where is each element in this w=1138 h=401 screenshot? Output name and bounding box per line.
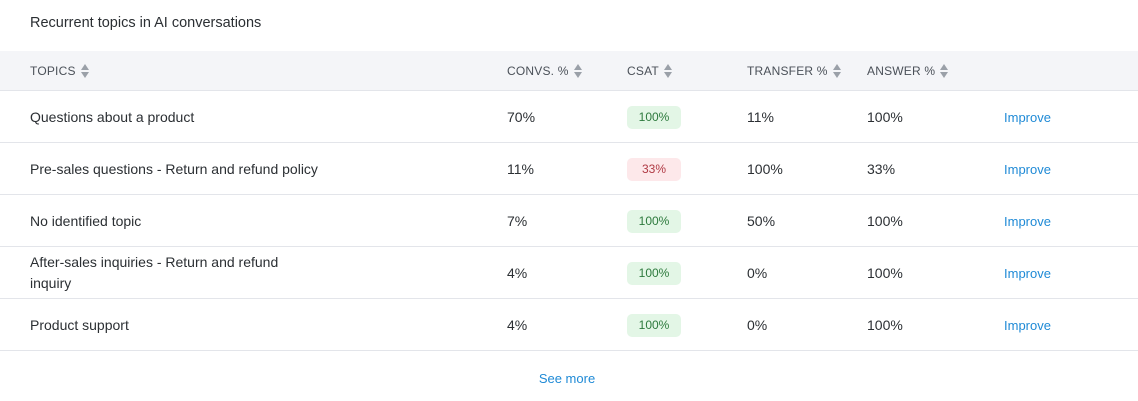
table-row: Questions about a product 70% 100% 11% 1… xyxy=(0,91,1138,143)
table-row: Pre-sales questions - Return and refund … xyxy=(0,143,1138,195)
transfer-value: 0% xyxy=(747,265,768,281)
answer-value: 100% xyxy=(867,265,903,281)
convs-value: 11% xyxy=(507,161,534,177)
sort-arrows-icon[interactable] xyxy=(940,64,949,78)
topic-name: Questions about a product xyxy=(30,108,195,125)
table-row: No identified topic 7% 100% 50% 100% Imp… xyxy=(0,195,1138,247)
column-header-label: TOPICS xyxy=(30,64,76,78)
topic-name: Product support xyxy=(30,316,129,333)
convs-value: 7% xyxy=(507,213,528,229)
column-header-label: CONVS. % xyxy=(507,64,569,78)
column-header-topics[interactable]: TOPICS xyxy=(30,51,89,91)
csat-badge: 33% xyxy=(627,157,681,181)
column-header-csat[interactable]: CSAT xyxy=(627,51,672,91)
answer-value: 100% xyxy=(867,213,903,229)
sort-arrows-icon[interactable] xyxy=(663,64,672,78)
topic-name: No identified topic xyxy=(30,212,142,229)
csat-badge: 100% xyxy=(627,261,681,285)
sort-arrows-icon[interactable] xyxy=(573,64,582,78)
table-row: After-sales inquiries - Return and refun… xyxy=(0,247,1138,299)
improve-link[interactable]: Improve xyxy=(1004,213,1051,229)
topic-name: Pre-sales questions - Return and refund … xyxy=(30,160,318,177)
improve-link[interactable]: Improve xyxy=(1004,161,1051,177)
card-title: Recurrent topics in AI conversations xyxy=(30,15,262,31)
column-header-convs[interactable]: CONVS. % xyxy=(507,51,582,91)
convs-value: 4% xyxy=(507,317,528,333)
csat-badge: 100% xyxy=(627,313,681,337)
improve-link[interactable]: Improve xyxy=(1004,265,1051,281)
improve-link[interactable]: Improve xyxy=(1004,317,1051,333)
see-more-link[interactable]: See more xyxy=(538,371,596,386)
answer-value: 100% xyxy=(867,109,903,125)
column-header-label: CSAT xyxy=(627,64,659,78)
answer-value: 33% xyxy=(867,161,896,177)
transfer-value: 0% xyxy=(747,317,768,333)
transfer-value: 50% xyxy=(747,213,776,229)
csat-badge: 100% xyxy=(627,209,681,233)
csat-badge: 100% xyxy=(627,105,681,129)
improve-link[interactable]: Improve xyxy=(1004,109,1051,125)
transfer-value: 11% xyxy=(747,109,774,125)
sort-arrows-icon[interactable] xyxy=(832,64,841,78)
answer-value: 100% xyxy=(867,317,903,333)
column-header-transfer[interactable]: TRANSFER % xyxy=(747,51,841,91)
transfer-value: 100% xyxy=(747,161,783,177)
column-header-label: ANSWER % xyxy=(867,64,936,78)
sort-arrows-icon[interactable] xyxy=(80,64,89,78)
column-header-answer[interactable]: ANSWER % xyxy=(867,51,949,91)
convs-value: 70% xyxy=(507,109,536,125)
table-header: TOPICS CONVS. % CSAT TRANSFER % ANSWER % xyxy=(0,51,1138,91)
table-row: Product support 4% 100% 0% 100% Improve xyxy=(0,299,1138,351)
topic-name: After-sales inquiries - Return and refun… xyxy=(30,254,279,291)
column-header-label: TRANSFER % xyxy=(747,64,828,78)
convs-value: 4% xyxy=(507,265,528,281)
